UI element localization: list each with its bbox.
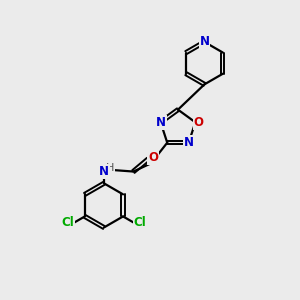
Text: O: O xyxy=(148,151,158,164)
Text: O: O xyxy=(194,116,204,129)
Text: H: H xyxy=(106,163,115,173)
Text: Cl: Cl xyxy=(134,216,147,229)
Text: Cl: Cl xyxy=(61,216,74,229)
Text: N: N xyxy=(200,35,209,48)
Text: N: N xyxy=(99,165,109,178)
Text: N: N xyxy=(156,116,166,129)
Text: N: N xyxy=(184,136,194,149)
